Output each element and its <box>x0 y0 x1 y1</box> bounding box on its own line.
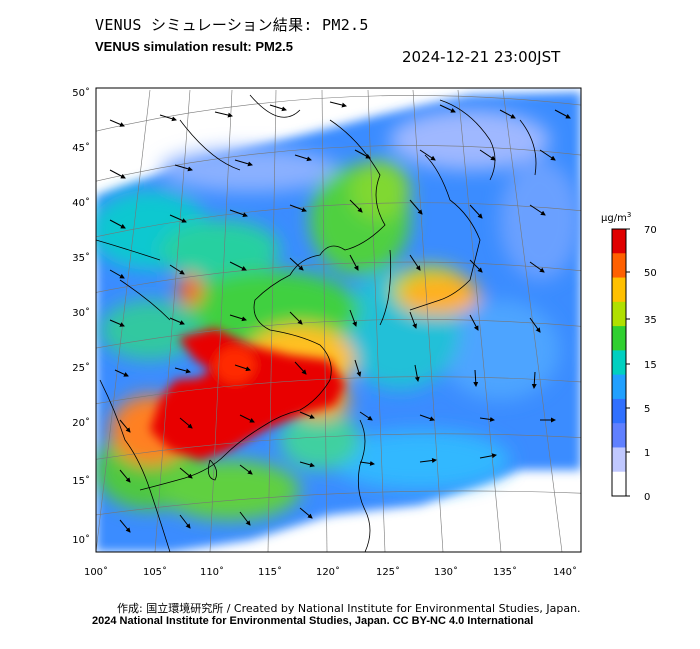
forecast-datetime: 2024-12-21 23:00JST <box>402 48 561 66</box>
lon-label: 110˚ <box>200 566 224 578</box>
colorbar-label: 0 <box>644 492 650 503</box>
graticule <box>96 89 581 552</box>
lat-label: 10˚ <box>72 534 90 546</box>
colorbar-segment <box>612 447 626 473</box>
lon-label: 140˚ <box>553 566 577 578</box>
lon-label: 105˚ <box>143 566 167 578</box>
lon-label: 130˚ <box>434 566 458 578</box>
title-japanese: VENUS シミュレーション結果: PM2.5 <box>95 16 369 34</box>
lon-label: 135˚ <box>493 566 517 578</box>
latitude-labels: 50˚ 45˚ 40˚ 35˚ 30˚ 25˚ 20˚ 15˚ 10˚ <box>72 87 90 546</box>
colorbar-gradient <box>612 229 626 497</box>
title-english: VENUS simulation result: PM2.5 <box>95 39 293 54</box>
colorbar-segment <box>612 301 626 327</box>
lon-label: 125˚ <box>376 566 400 578</box>
lon-label: 120˚ <box>316 566 340 578</box>
colorbar-segment <box>612 326 626 351</box>
concentration-field <box>96 88 581 552</box>
colorbar-segment <box>612 229 626 254</box>
map-frame <box>95 87 582 553</box>
colorbar-label: 35 <box>644 315 657 326</box>
license-line: 2024 National Institute for Environmenta… <box>92 615 534 627</box>
lat-label: 40˚ <box>72 197 90 209</box>
colorbar-frame <box>611 228 627 497</box>
colorbar-segment <box>612 253 626 279</box>
colorbar-label: 1 <box>644 448 650 459</box>
lat-label: 20˚ <box>72 417 90 429</box>
lat-label: 50˚ <box>72 87 90 99</box>
lat-label: 30˚ <box>72 307 90 319</box>
colorbar: μg/m3 70 50 35 15 5 1 0 <box>601 211 657 503</box>
colorbar-label: 15 <box>644 360 657 371</box>
longitude-labels: 100˚ 105˚ 110˚ 115˚ 120˚ 125˚ 130˚ 135˚ … <box>84 566 577 578</box>
lon-label: 115˚ <box>258 566 282 578</box>
colorbar-segment <box>612 277 626 303</box>
lat-label: 15˚ <box>72 475 90 487</box>
colorbar-segment <box>612 471 626 497</box>
lat-label: 35˚ <box>72 252 90 264</box>
colorbar-segment <box>612 374 626 400</box>
colorbar-label: 50 <box>644 268 657 279</box>
wind-vectors <box>109 101 571 533</box>
colorbar-segment <box>612 350 626 376</box>
lat-label: 45˚ <box>72 142 90 154</box>
lon-label: 100˚ <box>84 566 108 578</box>
colorbar-segment <box>612 398 626 424</box>
colorbar-label: 70 <box>644 225 657 236</box>
credit-line: 作成: 国立環境研究所 / Created by National Instit… <box>117 602 581 615</box>
colorbar-label: 5 <box>644 404 650 415</box>
colorbar-segment <box>612 423 626 448</box>
colorbar-unit: μg/m3 <box>601 211 631 224</box>
lat-label: 25˚ <box>72 362 90 374</box>
coastlines <box>96 94 537 552</box>
